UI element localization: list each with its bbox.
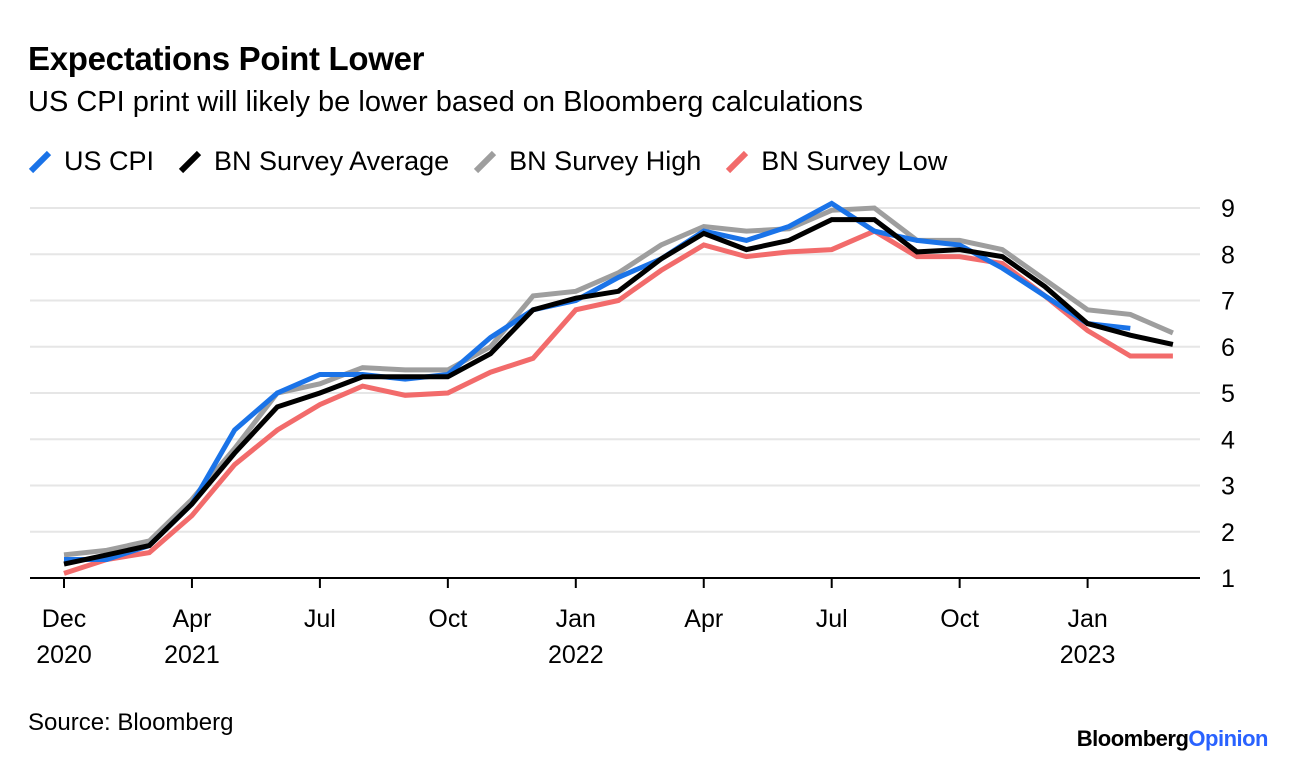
bloomberg-opinion-logo: BloombergOpinion [1076,726,1269,752]
x-tick-label-6: Jul [304,605,336,633]
legend-swatch-us-cpi [28,150,52,173]
x-tick-label-21: Oct [940,605,979,633]
x-tick-label-0: Dec [42,605,86,633]
y-tick-label-9: 9 [1221,195,1235,223]
x-tick-year-label-12: 2022 [548,641,604,669]
legend-swatch-bn-survey-average [178,150,202,173]
y-tick-label-7: 7 [1221,288,1235,316]
x-tick-label-18: Jul [816,605,848,633]
legend-label-bn-survey-low: BN Survey Low [761,146,948,176]
legend-swatch-bn-survey-high [474,150,497,173]
legend-label-us-cpi: US CPI [64,146,155,176]
x-tick-year-label-0: 2020 [36,641,92,669]
legend-label-bn-survey-high: BN Survey High [509,146,702,176]
series-line-bn-survey-average [63,217,1174,567]
x-tick-year-label-24: 2023 [1060,641,1116,669]
y-tick-label-1: 1 [1221,565,1235,593]
chart-subtitle: US CPI print will likely be lower based … [28,86,863,118]
x-tick-label-15: Apr [684,605,723,633]
legend-item-bn-survey-average: BN Survey Average [178,146,449,177]
chart-title: Expectations Point Lower [28,40,425,77]
x-tick-label-12: Jan [556,605,596,633]
y-tick-label-8: 8 [1221,241,1235,269]
legend-item-bn-survey-high: BN Survey High [473,146,701,177]
series-line-us-cpi [64,200,1131,562]
x-tick-label-3: Apr [172,605,211,633]
y-tick-label-2: 2 [1221,519,1235,547]
legend-swatch-bn-survey-low [726,150,749,173]
x-tick-year-label-3: 2021 [164,641,220,669]
legend-item-us-cpi: US CPI [28,146,154,177]
source-note: Source: Bloomberg [28,709,234,736]
x-tick-label-24: Jan [1067,605,1107,633]
y-tick-label-4: 4 [1221,426,1235,454]
x-tick-label-9: Oct [428,605,467,633]
logo-opinion: Opinion [1188,726,1268,751]
legend-item-bn-survey-low: BN Survey Low [725,146,947,177]
series-line-bn-survey-high [63,205,1174,558]
y-tick-label-6: 6 [1221,334,1235,362]
legend-label-bn-survey-average: BN Survey Average [214,146,450,176]
legend: US CPI BN Survey Average BN Survey High … [28,146,971,177]
series-line-bn-survey-low [63,228,1173,576]
y-tick-label-5: 5 [1221,380,1235,408]
y-tick-label-3: 3 [1221,473,1235,501]
logo-bloomberg: Bloomberg [1076,726,1189,751]
